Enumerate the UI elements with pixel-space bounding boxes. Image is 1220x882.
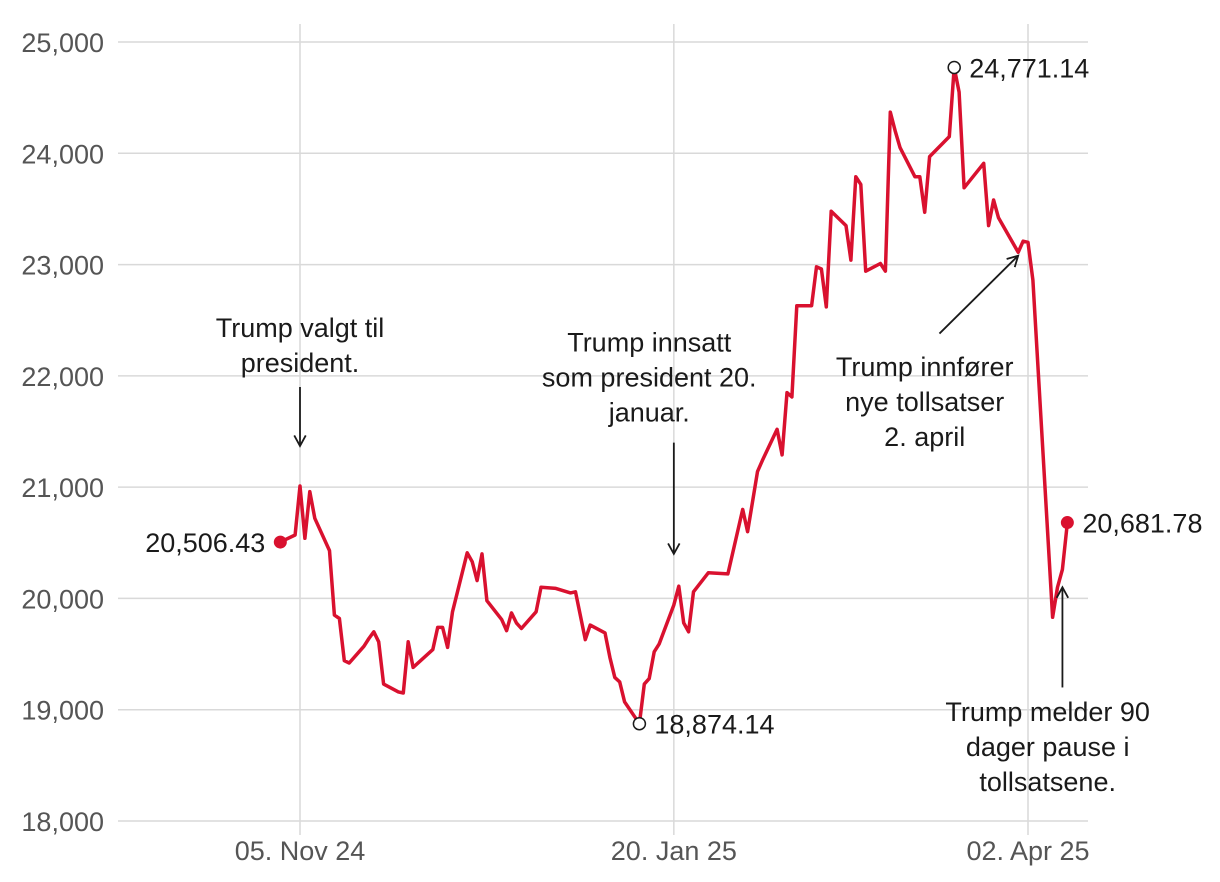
annotation-arrowhead <box>293 435 307 448</box>
annotation-line: januar. <box>608 397 690 427</box>
annotation-text: Trump melder 90 dager pause i tollsatsene. <box>945 697 1150 797</box>
annotation-line: Trump innfører <box>836 352 1014 382</box>
x-tick-label: 05. Nov 24 <box>235 836 366 866</box>
y-tick-label: 21,000 <box>21 473 104 503</box>
point-value-label: 24,771.14 <box>969 53 1089 83</box>
highlight-points: 20,506.43 18,874.14 24,771.14 20,681.78 <box>145 53 1202 739</box>
series-layer <box>278 65 1070 726</box>
highlight-point <box>947 60 961 75</box>
y-tick-label: 19,000 <box>21 696 104 726</box>
point-value-label: 20,681.78 <box>1082 509 1202 539</box>
y-tick-label: 24,000 <box>21 139 104 169</box>
x-axis-ticks: 05. Nov 24 20. Jan 25 02. Apr 25 <box>235 836 1090 866</box>
annotation-line: nye tollsatser <box>845 387 1004 417</box>
annotation-text: Trump innsatt som president 20. januar. <box>542 327 757 427</box>
series-line <box>278 65 1070 726</box>
annotation-line: 2. april <box>884 422 965 452</box>
x-tick-label: 02. Apr 25 <box>966 836 1089 866</box>
annotation-arrowhead <box>1006 254 1020 268</box>
x-tick-label: 20. Jan 25 <box>611 836 737 866</box>
highlight-point <box>273 535 287 549</box>
annotation-arrowhead <box>667 542 681 556</box>
annotations: Trump valgt til president. Trump innsatt so… <box>216 254 1150 797</box>
point-value-label: 18,874.14 <box>654 710 774 740</box>
annotation-line: dager pause i <box>966 732 1130 762</box>
annotation-arrow <box>938 255 1019 335</box>
annotation-line: president. <box>241 348 360 378</box>
y-axis-ticks: 18,000 19,000 20,000 21,000 22,000 23,000 24,0… <box>21 28 104 837</box>
annotation-text: Trump innfører nye tollsatser 2. april <box>836 352 1014 452</box>
highlight-point <box>1060 516 1074 530</box>
annotation-arrowhead <box>1055 585 1069 599</box>
y-tick-label: 22,000 <box>21 362 104 392</box>
y-tick-label: 20,000 <box>21 584 104 614</box>
annotation-line: Trump melder 90 <box>945 697 1150 727</box>
highlight-point <box>632 716 647 731</box>
y-tick-label: 25,000 <box>21 28 104 58</box>
annotation-text: Trump valgt til president. <box>216 313 385 378</box>
y-tick-label: 18,000 <box>21 807 104 837</box>
annotation-line: Trump innsatt <box>567 327 732 357</box>
point-value-label: 20,506.43 <box>145 528 265 558</box>
y-tick-label: 23,000 <box>21 251 104 281</box>
annotation-line: som president 20. <box>542 362 757 392</box>
annotation-line: tollsatsene. <box>979 767 1116 797</box>
annotation-line: Trump valgt til <box>216 313 385 343</box>
